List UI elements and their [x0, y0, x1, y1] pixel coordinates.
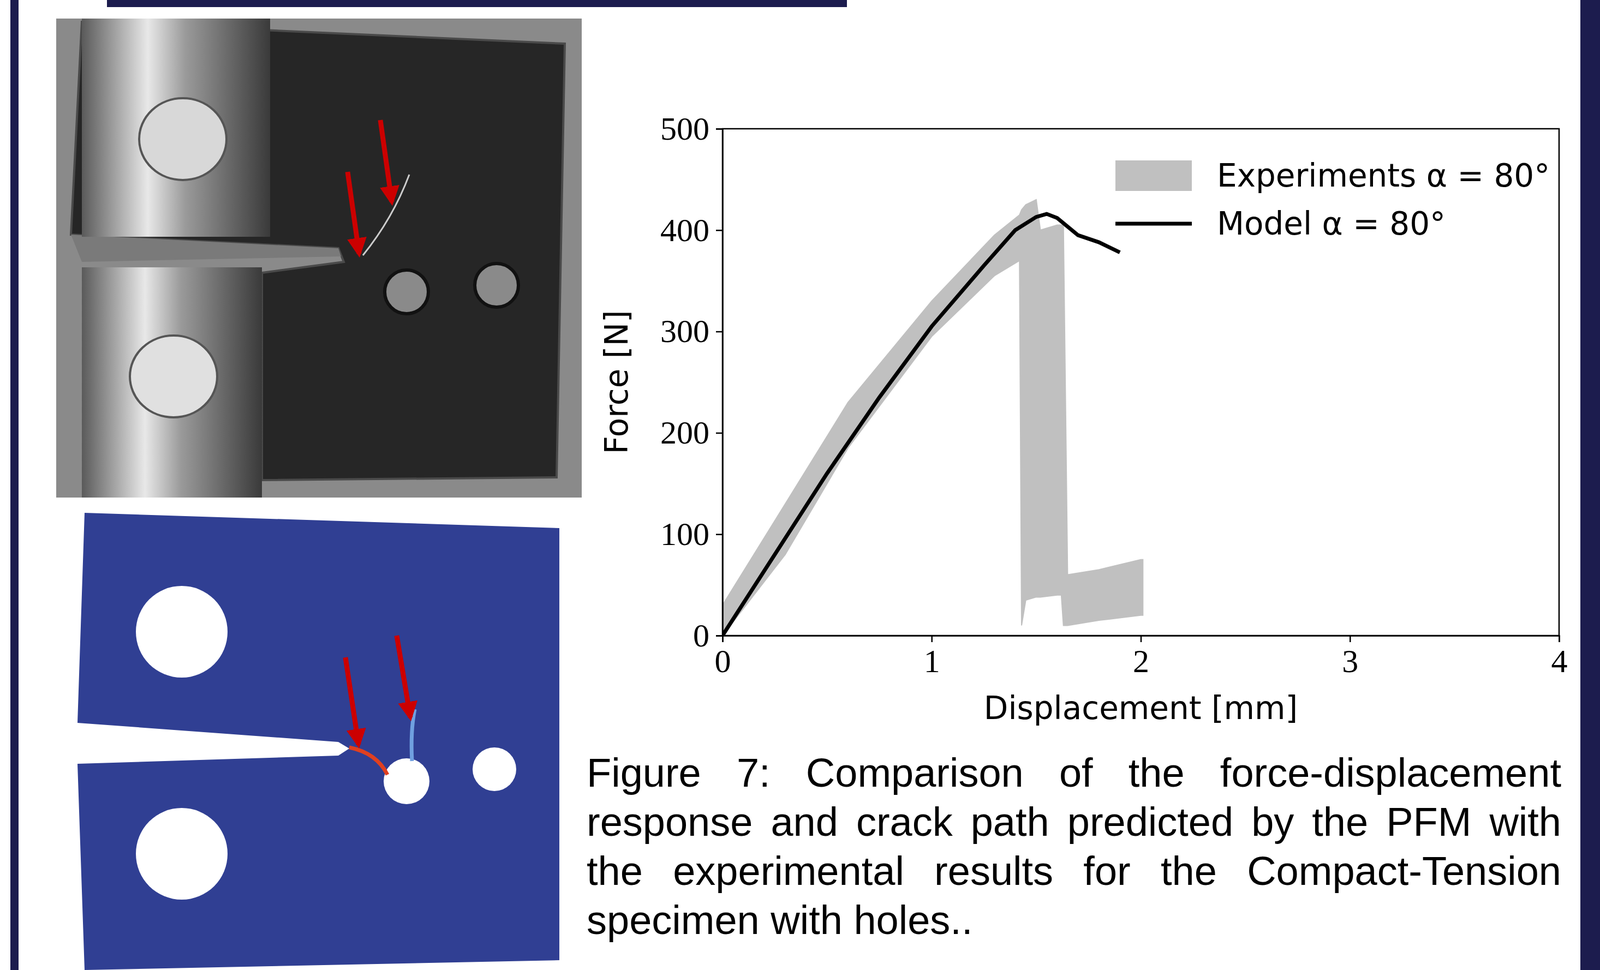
- tick-mark: [715, 635, 723, 637]
- pin-lower: [81, 267, 262, 498]
- crack-photo: [362, 174, 410, 256]
- tick-mark: [715, 533, 723, 536]
- tick-mark: [715, 432, 723, 435]
- legend-item: Experiments α = 80°: [1115, 157, 1550, 195]
- bolt-lower: [129, 335, 218, 418]
- legend-label: Model α = 80°: [1216, 205, 1446, 243]
- tick-label: 500: [660, 110, 710, 147]
- legend-swatch: [1115, 160, 1192, 191]
- pin-upper: [81, 18, 271, 237]
- line: [722, 213, 1120, 636]
- sim-hole-upper: [135, 586, 228, 678]
- plot-marks: [722, 199, 1143, 636]
- tick: 200: [660, 414, 723, 451]
- simulation: [77, 512, 560, 970]
- tick-mark: [721, 635, 724, 643]
- tick-mark: [931, 635, 934, 643]
- y-axis-title: Force [N]: [598, 309, 636, 455]
- y-axis: 0 100 200 300 400 500: [660, 110, 724, 654]
- tick: 100: [660, 516, 723, 553]
- tick-mark: [715, 128, 723, 130]
- tick: 0: [693, 617, 723, 654]
- tick-label: 0: [693, 617, 710, 654]
- tick-label: 300: [660, 313, 710, 350]
- tick: 2: [1132, 635, 1150, 680]
- legend: Experiments α = 80° Model α = 80°: [1115, 157, 1550, 243]
- arrow-sim-2: [396, 635, 411, 718]
- tick: 0: [714, 635, 732, 680]
- frame-top: [106, 0, 847, 8]
- tick-mark: [715, 331, 723, 333]
- x-axis: 0 1 2 3 4: [714, 635, 1568, 680]
- arrow-photo-2: [380, 120, 392, 202]
- frame-left: [10, 0, 19, 970]
- arrow-photo-1: [347, 171, 360, 254]
- tick-label: 100: [660, 516, 710, 553]
- notch: [70, 234, 342, 262]
- tick-mark: [1558, 635, 1561, 643]
- tick-mark: [1349, 635, 1352, 643]
- legend-item: Model α = 80°: [1115, 205, 1446, 243]
- caption: Figure 7: Comparison of the force-displa…: [586, 748, 1562, 946]
- axis-line: [723, 636, 1560, 643]
- sim-hole-1: [383, 758, 430, 805]
- sim-hole-2: [472, 747, 517, 792]
- tick-mark: [715, 229, 723, 232]
- legend-label: Experiments α = 80°: [1216, 157, 1550, 195]
- tick: 1: [923, 635, 941, 680]
- tick-label: 0: [714, 643, 732, 680]
- chart: 0 1 2 3 4 0 100 200 300 400 500 Displacement [mm] Fo…: [598, 110, 1568, 727]
- frame-right: [1580, 0, 1600, 970]
- arrow-sim-1: [345, 657, 359, 745]
- tick-label: 4: [1551, 643, 1568, 680]
- band: [722, 199, 1143, 636]
- bolt-upper: [139, 98, 227, 181]
- plot-frame: [722, 128, 1560, 636]
- sim-hole-lower: [135, 808, 228, 900]
- tick: 400: [660, 212, 723, 249]
- tick: 300: [660, 313, 723, 350]
- sim-specimen: [77, 512, 560, 970]
- tick: 4: [1551, 635, 1568, 680]
- tick: 3: [1341, 635, 1359, 680]
- tick-label: 200: [660, 414, 710, 451]
- legend-swatch: [1115, 222, 1192, 226]
- tick-label: 400: [660, 212, 710, 249]
- tick-label: 3: [1341, 643, 1359, 680]
- axis-line: [715, 129, 724, 637]
- hole-1: [384, 270, 429, 314]
- hole-2: [474, 263, 519, 308]
- sim-crack-1: [349, 747, 388, 775]
- tick: 500: [660, 110, 723, 147]
- photo-background: [56, 18, 582, 498]
- tick-label: 1: [923, 643, 941, 680]
- tick-mark: [1140, 635, 1143, 643]
- photo: [56, 18, 582, 498]
- x-axis-title: Displacement [mm]: [983, 689, 1298, 727]
- tick-label: 2: [1132, 643, 1150, 680]
